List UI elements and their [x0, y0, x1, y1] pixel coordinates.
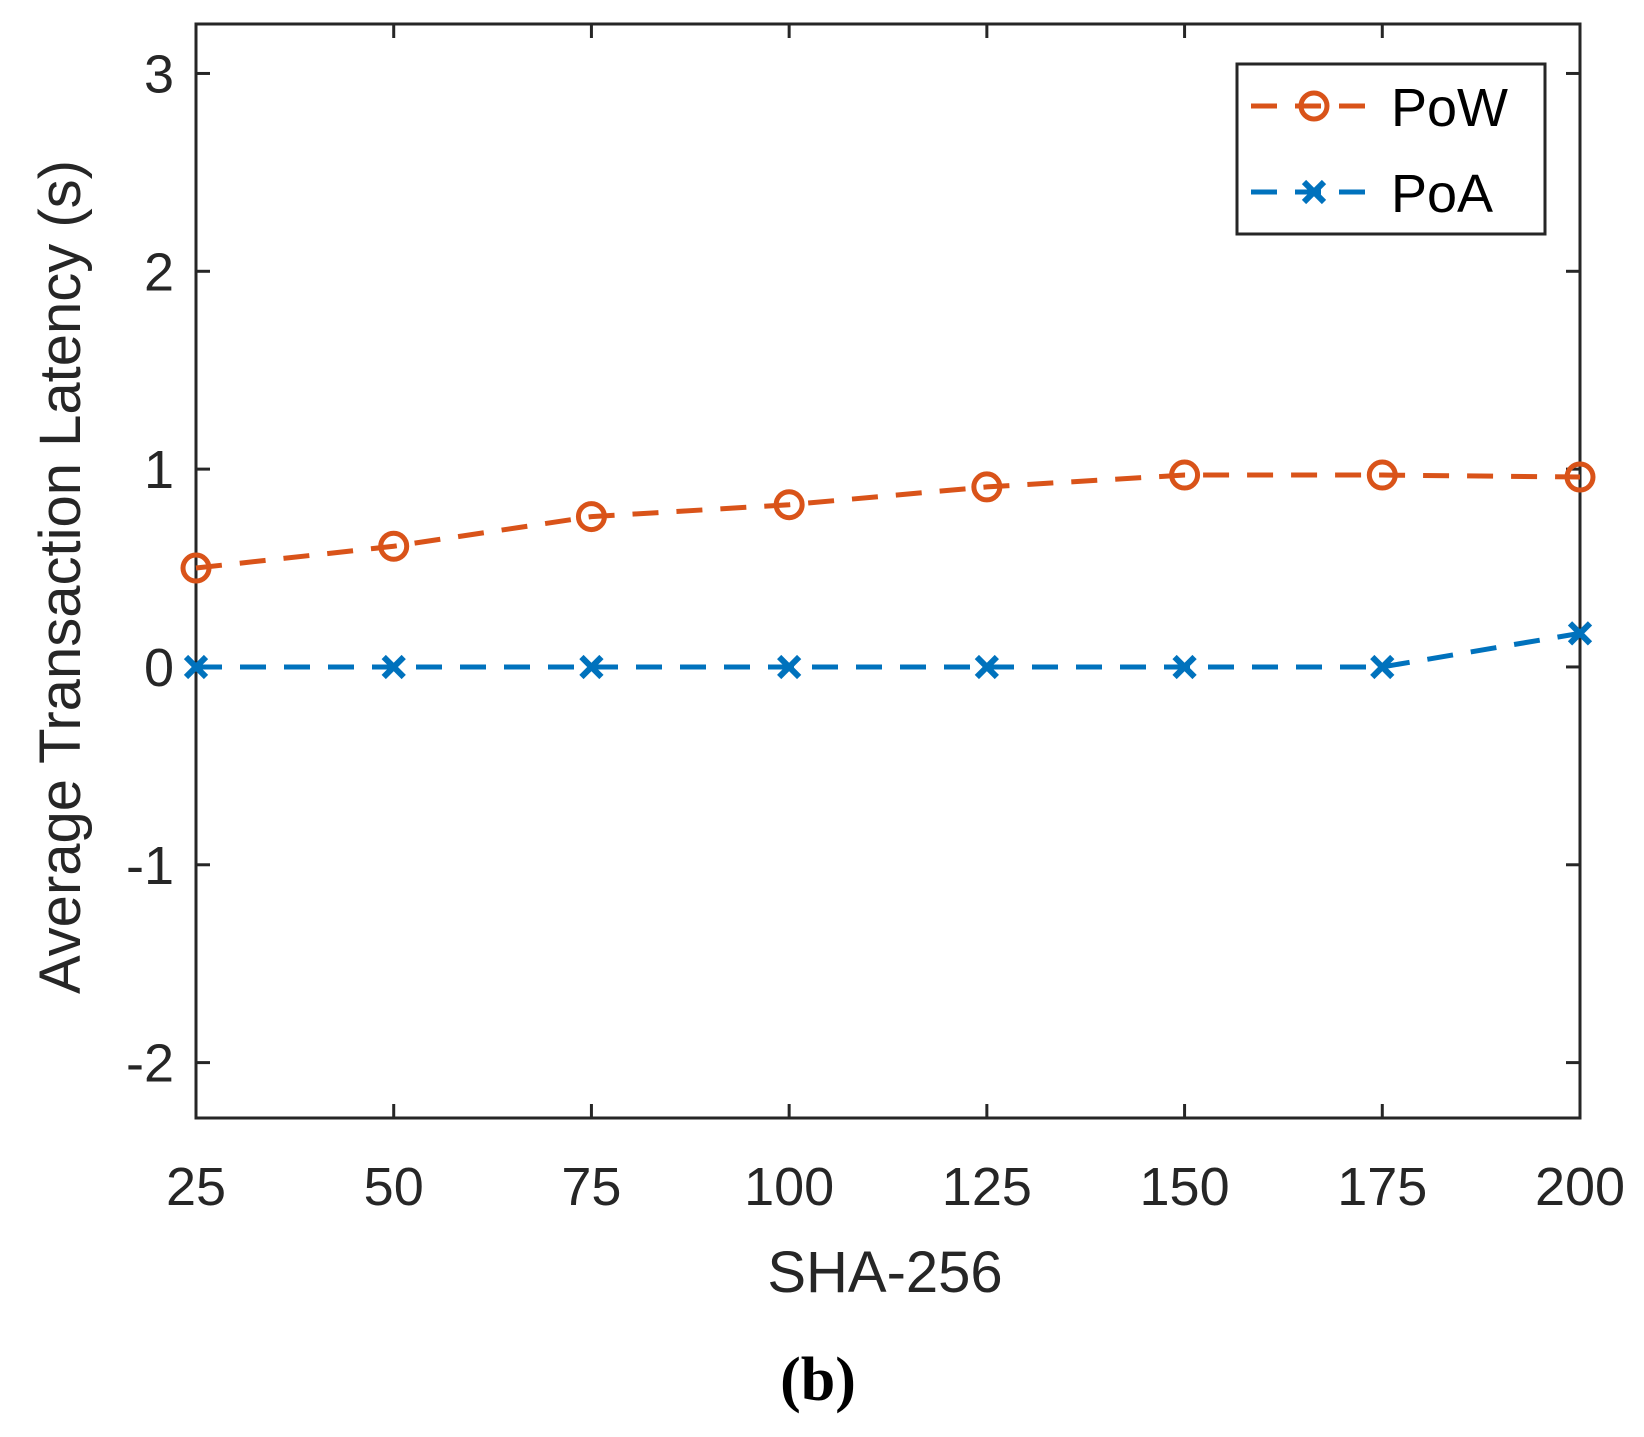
data-point-pow [575, 501, 607, 533]
legend-marker [1301, 179, 1327, 205]
y-axis-ticks: -2 -1 0 1 2 3 [126, 44, 1580, 1094]
y-tick-label: 0 [144, 638, 174, 698]
y-axis-label: Average Transaction Latency (s) [28, 160, 93, 994]
data-point-poa [974, 654, 999, 680]
x-tick-label: 25 [166, 1157, 226, 1217]
y-tick-label: -2 [126, 1034, 174, 1094]
data-point-poa [1172, 654, 1197, 680]
x-tick-label: 200 [1535, 1157, 1625, 1217]
legend-entry-poa: PoA [1251, 164, 1493, 224]
y-tick-label: -1 [126, 836, 174, 896]
x-tick-label: 50 [364, 1157, 424, 1217]
x-tick-label: 125 [942, 1157, 1032, 1217]
data-point-pow [1169, 459, 1201, 491]
data-point-poa [1370, 654, 1395, 680]
legend-label: PoA [1391, 164, 1493, 224]
series-line-pow [195, 472, 1581, 571]
x-tick-label: 100 [744, 1157, 834, 1217]
x-tick-label: 150 [1140, 1157, 1230, 1217]
x-tick-label: 75 [561, 1157, 621, 1217]
legend-box [1235, 62, 1547, 236]
y-tick-label: 3 [144, 44, 174, 104]
data-point-pow [1564, 461, 1596, 493]
series-pow [180, 459, 1596, 584]
series-layer [180, 459, 1596, 680]
legend-entry-pow: PoW [1251, 78, 1508, 138]
data-point-pow [180, 552, 212, 584]
series-line-poa [196, 630, 1581, 670]
data-point-poa [579, 654, 604, 680]
data-point-pow [773, 489, 805, 521]
data-point-pow [378, 530, 410, 562]
x-tick-label: 175 [1337, 1157, 1427, 1217]
data-point-pow [971, 471, 1003, 503]
data-point-poa [381, 654, 406, 680]
x-axis-label: SHA-256 [767, 1240, 1002, 1305]
figure-caption: (b) [780, 1346, 856, 1414]
legend: PoW PoA [1235, 62, 1547, 236]
data-point-poa [1567, 621, 1593, 646]
x-axis-ticks: 25 50 75 100 125 150 175 200 [166, 24, 1625, 1217]
y-tick-label: 1 [144, 440, 174, 500]
data-point-pow [1366, 459, 1398, 491]
legend-label: PoW [1391, 78, 1508, 138]
legend-marker [1298, 90, 1330, 122]
data-point-poa [777, 654, 802, 680]
data-point-poa [183, 654, 209, 680]
y-tick-label: 2 [144, 242, 174, 302]
series-poa [183, 621, 1593, 680]
